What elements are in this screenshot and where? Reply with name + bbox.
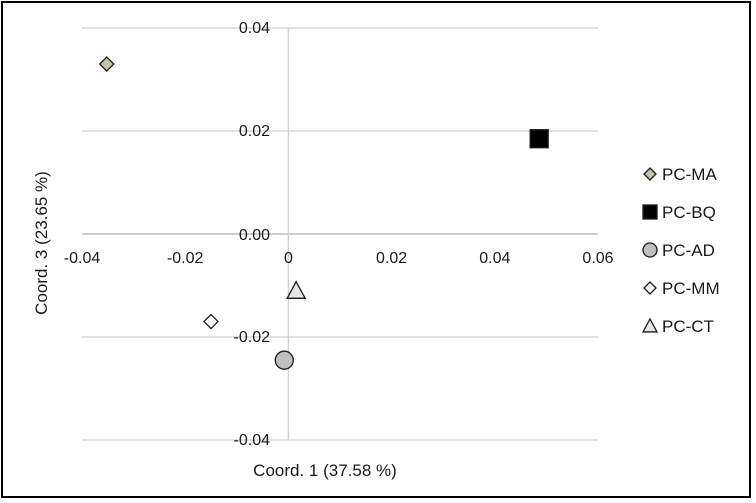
- legend-marker: [641, 317, 659, 333]
- point-pc-ct: [286, 280, 307, 299]
- legend-item: PC-MM: [643, 279, 720, 298]
- legend-label: PC-CT: [662, 317, 714, 336]
- x-tick-label: 0.06: [582, 250, 613, 267]
- legend-marker: [642, 242, 658, 258]
- legend-label: PC-BQ: [662, 203, 716, 222]
- legend-marker: [643, 167, 657, 181]
- y-tick-label: 0.04: [239, 20, 270, 37]
- legend-label: PC-MA: [662, 165, 717, 184]
- point-pc-mm: [203, 313, 219, 330]
- legend-item: PC-CT: [641, 317, 714, 336]
- point-pc-ad: [274, 350, 294, 370]
- x-tick-label: 0.02: [376, 250, 407, 267]
- legend-item: PC-AD: [642, 241, 715, 260]
- legend-marker: [643, 281, 657, 295]
- y-tick-label: 0.00: [239, 227, 270, 244]
- gridlines: [82, 27, 598, 441]
- legend-item: PC-BQ: [642, 203, 716, 222]
- legend-label: PC-MM: [662, 279, 720, 298]
- legend-label: PC-AD: [662, 241, 715, 260]
- x-tick-label: 0: [284, 250, 293, 267]
- x-tick-label: 0.04: [479, 250, 510, 267]
- legend: PC-MA PC-BQ PC-AD PC-MM PC-CT: [641, 165, 720, 336]
- x-axis-title: Coord. 1 (37.58 %): [253, 461, 397, 480]
- point-pc-bq: [529, 129, 549, 149]
- axes: [82, 28, 598, 440]
- legend-item: PC-MA: [643, 165, 717, 184]
- point-pc-ma: [98, 56, 115, 72]
- y-tick-label: -0.02: [234, 329, 271, 346]
- legend-marker: [642, 204, 658, 220]
- y-axis-title: Coord. 3 (23.65 %): [32, 171, 51, 315]
- data-points: [98, 56, 549, 370]
- y-tick-label: 0.02: [239, 123, 270, 140]
- x-tick-label: -0.04: [64, 250, 101, 267]
- y-tick-label: -0.04: [234, 432, 271, 449]
- tick-labels: 0.04 0.02 0.00 -0.02 -0.04 -0.04 -0.02 0 0.02 0.0…: [64, 20, 614, 449]
- x-tick-label: -0.02: [167, 250, 204, 267]
